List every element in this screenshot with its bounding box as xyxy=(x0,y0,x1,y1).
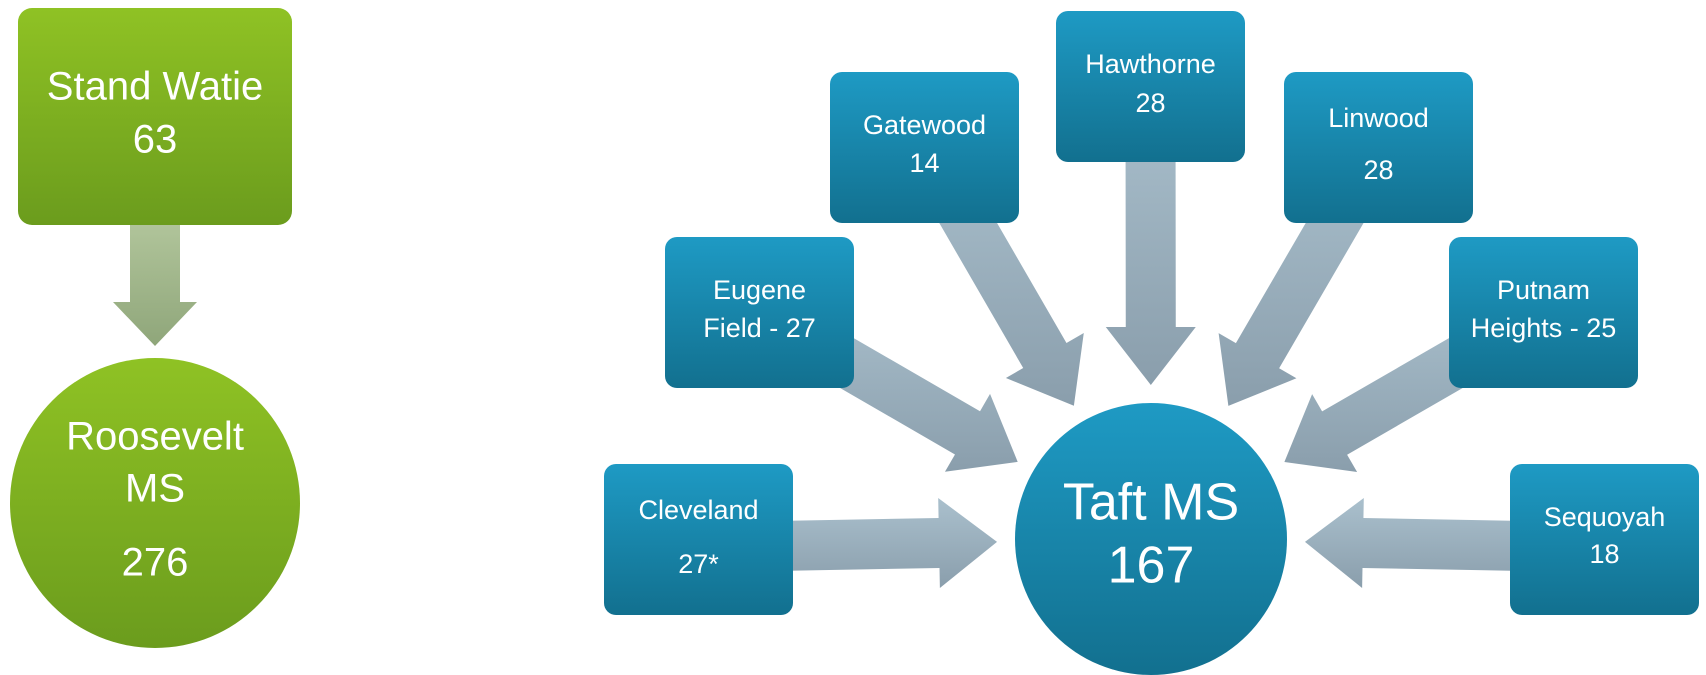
node-label: Linwood xyxy=(1328,103,1429,133)
target-label: 276 xyxy=(122,541,189,585)
node-box xyxy=(1056,11,1245,162)
node-label: 28 xyxy=(1135,88,1165,118)
node-box xyxy=(1510,464,1699,615)
center-circle xyxy=(1015,403,1287,675)
node-label: Putnam xyxy=(1497,275,1590,305)
node-box xyxy=(604,464,793,615)
node-label: Field - 27 xyxy=(703,313,816,343)
center-label: Taft MS xyxy=(1063,474,1239,532)
target-label: MS xyxy=(125,467,185,511)
source-box xyxy=(18,8,292,225)
node-label: Eugene xyxy=(713,275,806,305)
source-label: Stand Watie xyxy=(47,65,263,109)
center-label: 167 xyxy=(1108,537,1195,595)
node-box xyxy=(1449,237,1638,388)
node-label: Hawthorne xyxy=(1085,49,1216,79)
node-label: Sequoyah xyxy=(1544,502,1666,532)
node-label: 28 xyxy=(1363,155,1393,185)
target-label: Roosevelt xyxy=(66,415,244,459)
node-label: 27* xyxy=(678,549,719,579)
node-box xyxy=(830,72,1019,223)
node-label: Gatewood xyxy=(863,110,986,140)
node-label: 14 xyxy=(909,148,939,178)
arrow xyxy=(113,225,197,346)
node-box xyxy=(665,237,854,388)
node-label: Cleveland xyxy=(638,495,758,525)
target-circle xyxy=(10,358,300,648)
source-label: 63 xyxy=(133,118,178,162)
node-box xyxy=(1284,72,1473,223)
node-label: Heights - 25 xyxy=(1471,313,1617,343)
node-label: 18 xyxy=(1589,539,1619,569)
